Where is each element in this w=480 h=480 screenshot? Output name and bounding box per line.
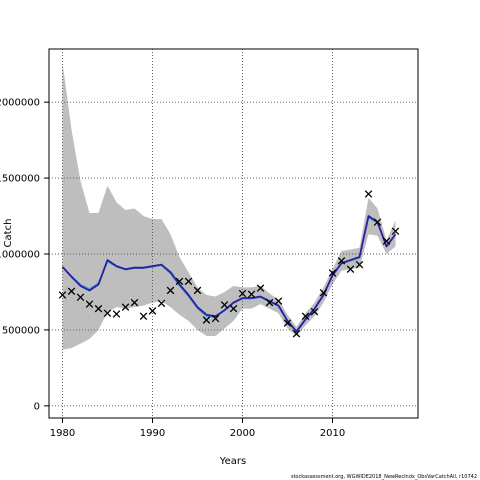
y-tick-label: 1000000 bbox=[0, 250, 40, 261]
observed-point bbox=[328, 269, 337, 277]
observed-point bbox=[112, 310, 121, 318]
observed-point bbox=[148, 307, 157, 315]
observed-point bbox=[229, 304, 238, 313]
observed-point bbox=[346, 265, 355, 273]
observed-point bbox=[85, 300, 94, 308]
observed-point bbox=[175, 277, 184, 286]
estimate-line-layer bbox=[61, 215, 397, 333]
y-tick-label: 1500000 bbox=[0, 174, 40, 185]
observed-point bbox=[211, 314, 220, 323]
observed-point bbox=[103, 309, 112, 317]
observed-point bbox=[94, 304, 103, 313]
observed-point bbox=[166, 286, 175, 295]
observed-points-layer bbox=[58, 190, 400, 338]
observed-point bbox=[193, 286, 202, 295]
observed-point bbox=[121, 303, 130, 311]
y-axis: 0 500000 1000000 1500000 2000000 bbox=[0, 98, 49, 412]
observed-point bbox=[292, 329, 301, 338]
y-tick-label: 500000 bbox=[2, 325, 40, 336]
observed-point bbox=[337, 257, 346, 265]
x-tick-label: 2010 bbox=[320, 428, 345, 439]
x-tick-label: 1980 bbox=[50, 428, 75, 439]
observed-point bbox=[265, 298, 274, 307]
observed-point bbox=[319, 288, 328, 297]
observed-point bbox=[391, 227, 400, 235]
observed-point bbox=[184, 277, 193, 286]
observed-point bbox=[283, 319, 292, 327]
observed-point bbox=[247, 290, 256, 299]
observed-point bbox=[310, 307, 319, 316]
x-axis-title: Years bbox=[219, 456, 246, 467]
observed-point bbox=[58, 291, 67, 299]
observed-point bbox=[373, 218, 382, 226]
y-tick-label: 2000000 bbox=[0, 98, 40, 109]
y-axis-title: Catch bbox=[3, 219, 14, 248]
observed-point bbox=[157, 299, 166, 308]
observed-point bbox=[220, 301, 229, 309]
observed-point bbox=[301, 312, 310, 321]
observed-point bbox=[130, 298, 139, 307]
observed-point bbox=[364, 190, 373, 198]
observed-point bbox=[139, 312, 148, 321]
credit-text: stockassessment.org, WGWIDE2018_NewRecIn… bbox=[291, 474, 477, 480]
observed-point bbox=[382, 237, 391, 245]
x-tick-label: 1990 bbox=[140, 428, 165, 439]
x-axis: 1980 1990 2000 2010 bbox=[50, 418, 345, 439]
observed-point bbox=[355, 260, 364, 269]
observed-point bbox=[256, 284, 265, 292]
y-tick-label: 0 bbox=[34, 401, 40, 412]
estimate-line bbox=[61, 215, 397, 333]
confidence-band bbox=[62, 62, 396, 350]
confidence-band-layer bbox=[62, 62, 396, 350]
observed-point bbox=[202, 316, 211, 324]
plot-frame bbox=[48, 48, 419, 419]
observed-point bbox=[274, 297, 283, 305]
observed-point bbox=[238, 289, 247, 298]
observed-point bbox=[67, 287, 76, 295]
x-tick-label: 2000 bbox=[230, 428, 255, 439]
observed-point bbox=[76, 293, 85, 302]
